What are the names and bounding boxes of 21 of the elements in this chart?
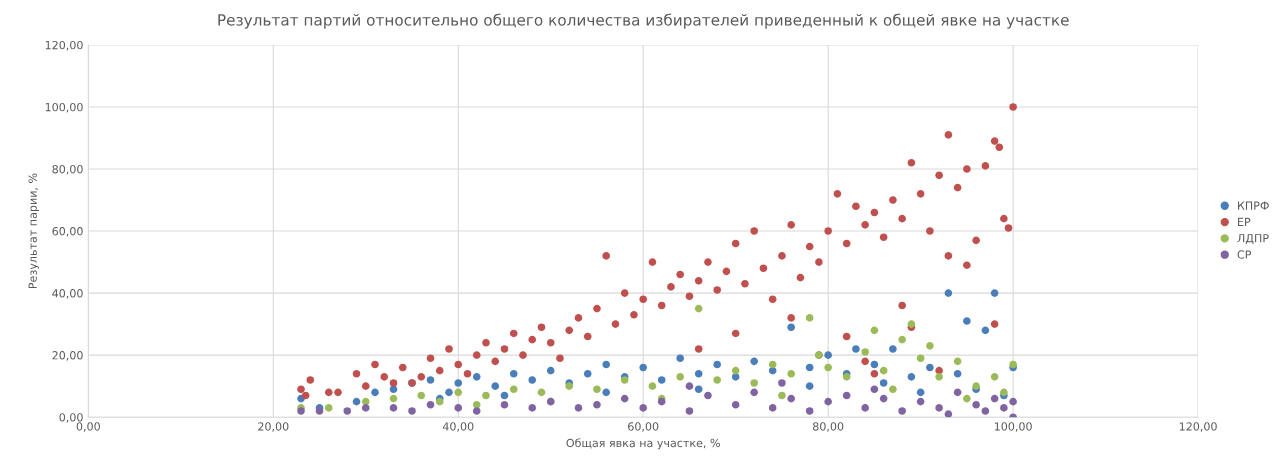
y-tick-label: 80,00 bbox=[52, 164, 83, 175]
x-axis-title: Общая явка на участке, % bbox=[566, 438, 720, 450]
x-tick-label: 20,00 bbox=[258, 422, 289, 432]
x-tick-label: 60,00 bbox=[628, 422, 659, 432]
x-tick-label: 80,00 bbox=[813, 422, 844, 432]
y-tick-label: 120,00 bbox=[45, 40, 83, 51]
y-tick-label: 0,00 bbox=[59, 413, 83, 423]
y-tick-label: 40,00 bbox=[52, 289, 83, 299]
y-tick-label: 20,00 bbox=[52, 351, 83, 361]
x-tick-label: 100,00 bbox=[994, 422, 1032, 432]
chart-title: Результат партий относительно общего количества избирателей приведенный к общей явке на участке bbox=[218, 13, 1069, 29]
legend-label: ЛДПР bbox=[1237, 234, 1269, 245]
x-tick-label: 120,00 bbox=[1179, 422, 1217, 432]
legend-label: ЕР bbox=[1238, 217, 1251, 226]
legend-label: СР bbox=[1237, 250, 1252, 259]
legend-label: КПРФ bbox=[1238, 201, 1269, 210]
y-axis-title: Результат парии, % bbox=[28, 173, 40, 289]
y-tick-label: 60,00 bbox=[52, 227, 83, 237]
x-tick-label: 40,00 bbox=[442, 422, 474, 432]
y-tick-label: 100,00 bbox=[45, 102, 83, 113]
x-tick-label: 0,00 bbox=[76, 422, 100, 432]
